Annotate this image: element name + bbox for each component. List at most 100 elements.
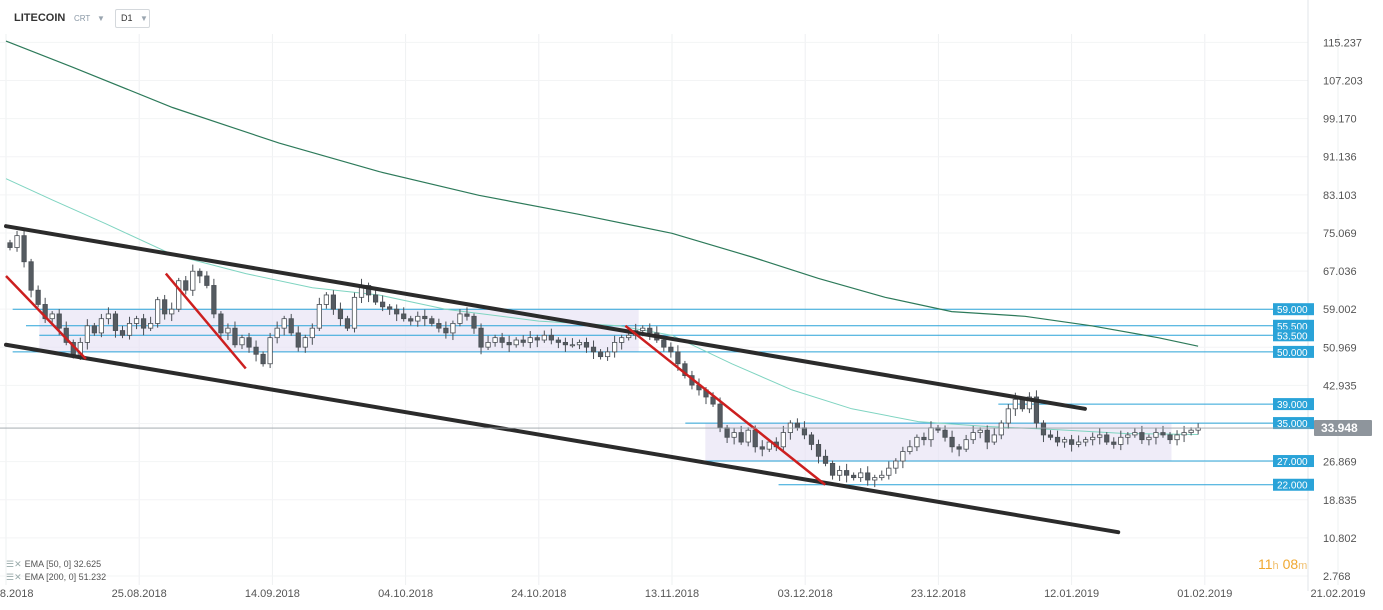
candle-bear: [1068, 439, 1075, 445]
x-tick-label: 14.09.2018: [245, 588, 300, 600]
candle-bear: [197, 270, 203, 277]
candle-bear: [1167, 434, 1173, 441]
candle-bear: [984, 429, 990, 443]
candle-bear: [1054, 436, 1061, 443]
candle-bull: [780, 432, 786, 448]
candle-bear: [246, 337, 252, 348]
indicator-settings-icon[interactable]: ☰✕: [6, 559, 22, 569]
level-label-bg: [1273, 398, 1314, 411]
candle-bull: [879, 474, 885, 479]
timeframe-label: D1: [121, 13, 133, 23]
candle-bear: [183, 280, 189, 291]
indicator-settings-icon[interactable]: ☰✕: [6, 572, 22, 582]
candle-bear: [822, 455, 829, 464]
candle-bear: [675, 351, 681, 365]
candle-bull: [267, 337, 273, 365]
candle-bull: [155, 299, 161, 324]
trend-line-red: [624, 324, 826, 486]
level-label-bg: [1273, 417, 1314, 430]
x-tick-label: 01.02.2019: [1177, 588, 1232, 600]
candle-bear: [478, 327, 484, 348]
candle-bear: [42, 304, 48, 320]
level-label: 53.500: [1277, 331, 1308, 342]
candle-bear: [555, 339, 561, 343]
ema200-line: [5, 40, 1199, 347]
channel-line: [4, 342, 1121, 535]
candle-bull: [1132, 432, 1138, 436]
x-tick-label: 21.02.2019: [1310, 588, 1365, 600]
level-label: 35.000: [1277, 419, 1308, 430]
candle-bull: [1012, 398, 1018, 410]
y-tick-label: 75.069: [1323, 228, 1357, 240]
x-tick-label: 03.12.2018: [778, 588, 833, 600]
y-tick-label: 18.835: [1323, 495, 1357, 507]
candle-bull: [527, 337, 533, 343]
candle-bear: [738, 432, 744, 443]
candle-bear: [464, 313, 470, 317]
candle-bull: [302, 337, 308, 348]
candle-bull: [148, 323, 154, 329]
candle-bear: [7, 242, 13, 248]
candle-bear: [794, 422, 801, 429]
candle-bear: [562, 342, 569, 346]
candle-bear: [499, 337, 505, 343]
y-tick-label: 26.869: [1323, 457, 1357, 469]
chevron-down-icon[interactable]: ▼: [97, 14, 105, 23]
candle-bear: [429, 318, 435, 324]
candle-bear: [597, 351, 604, 358]
candle-bear: [829, 462, 836, 476]
candle-bull: [970, 432, 976, 441]
candle-bull: [1181, 432, 1187, 436]
candle-bull: [513, 339, 519, 346]
candle-bear: [471, 315, 477, 329]
candle-bear: [394, 308, 400, 315]
crt-selector[interactable]: CRT: [74, 14, 91, 23]
candle-bear: [204, 275, 210, 286]
candle-bull: [225, 327, 231, 334]
candle-bull: [626, 334, 632, 339]
y-tick-label: 50.969: [1323, 342, 1357, 354]
candle-bull: [977, 429, 983, 433]
candle-bull: [49, 313, 55, 320]
candle-bear: [1047, 434, 1054, 438]
candle-bull: [1097, 434, 1103, 438]
y-tick-label: 2.768: [1323, 571, 1351, 583]
candle-bear: [724, 427, 730, 438]
candle-bull: [1090, 436, 1096, 441]
candle-bull: [485, 342, 491, 348]
candle-bull: [731, 432, 737, 438]
candle-bear: [865, 472, 871, 481]
candle-bear: [211, 285, 217, 315]
candle-bull: [1125, 434, 1131, 438]
candle-bear: [260, 353, 266, 365]
candle-bull: [900, 451, 906, 462]
y-tick-label: 83.103: [1323, 190, 1357, 202]
candle-bull: [640, 327, 646, 331]
candle-bear: [380, 301, 386, 308]
candle-bull: [415, 315, 421, 322]
level-label-bg: [1273, 345, 1314, 358]
level-label-bg: [1273, 455, 1314, 468]
candle-bull: [836, 470, 843, 476]
symbol-label: LITECOIN: [14, 12, 66, 24]
timer-hours-unit: h: [1272, 560, 1279, 572]
chart-toolbar: LITECOIN CRT ▼ D1 ▼: [0, 0, 1383, 34]
candle-bear: [21, 235, 27, 263]
candle-bear: [752, 429, 758, 448]
candle-bear: [140, 318, 147, 329]
candle-bull: [604, 351, 611, 358]
timer-minutes-unit: m: [1298, 560, 1308, 572]
level-label: 22.000: [1277, 481, 1308, 492]
candle-bull: [619, 337, 625, 343]
candle-bear: [1033, 396, 1040, 424]
candle-bull: [1005, 408, 1011, 424]
level-label-bg: [1273, 329, 1314, 342]
y-tick-label: 91.136: [1323, 152, 1357, 164]
candle-bear: [759, 446, 765, 450]
level-label: 59.000: [1277, 305, 1308, 316]
candle-bull: [316, 304, 322, 329]
candle-bear: [949, 436, 955, 448]
candle-bull: [991, 434, 997, 443]
timeframe-select[interactable]: D1 ▼: [115, 9, 150, 28]
